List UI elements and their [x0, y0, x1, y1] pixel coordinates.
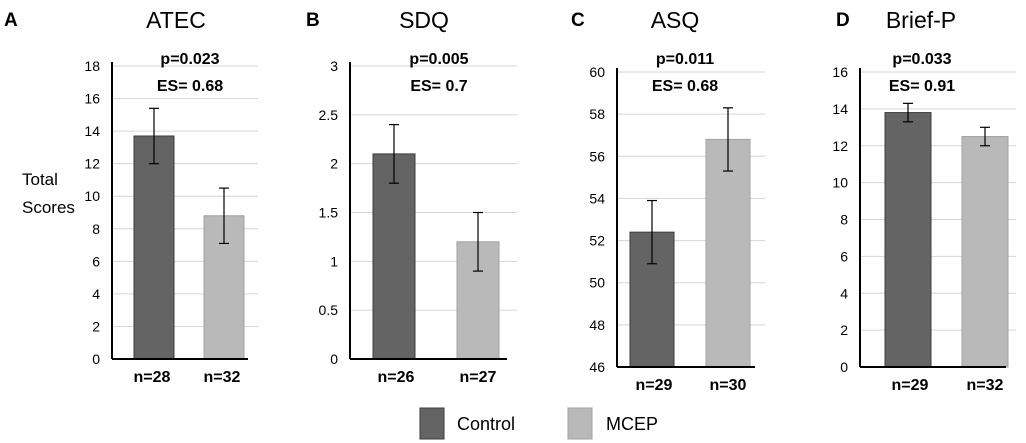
legend-item-control: Control: [419, 407, 515, 440]
y-tick-label: 46: [589, 359, 605, 375]
y-tick-label: 8: [92, 221, 100, 237]
effect-size-label: ES= 0.7: [410, 78, 467, 95]
y-tick-label: 1: [330, 253, 338, 269]
y-tick-label: 2: [330, 156, 338, 172]
legend-label: Control: [457, 414, 515, 434]
panel-title: ASQ: [651, 7, 700, 33]
y-tick-label: 16: [832, 64, 848, 80]
y-tick-label: 10: [832, 175, 848, 191]
bar-control: [133, 135, 175, 360]
panel-letter: B: [306, 10, 320, 31]
p-value-label: p=0.023: [160, 51, 219, 68]
y-tick-label: 8: [840, 212, 848, 228]
n-label: n=29: [636, 377, 673, 394]
error-bar-control: [903, 102, 913, 123]
panel-d: D Brief-P 0 2 4 6 8 10 12 14 16 n=29 n=32 p=0.033 ES= …: [832, 7, 1016, 394]
y-axis-label-line-1: Total: [22, 170, 58, 189]
error-bar-mcep: [219, 187, 229, 245]
panel-title: SDQ: [399, 7, 449, 33]
panel-letter: D: [836, 10, 850, 31]
y-tick-label: 12: [832, 138, 848, 154]
panel-title: Brief-P: [886, 7, 956, 33]
y-tick-label: 54: [589, 190, 605, 206]
error-bar-mcep: [473, 211, 483, 272]
error-bar-control: [149, 107, 159, 165]
y-tick-label: 56: [589, 148, 605, 164]
y-tick-label: 1.5: [319, 205, 339, 221]
legend: Control MCEP: [419, 407, 658, 440]
effect-size-label: ES= 0.68: [157, 78, 223, 95]
y-tick-label: 0: [330, 351, 338, 367]
n-label: n=28: [134, 369, 171, 386]
panel-title: ATEC: [146, 7, 206, 33]
y-tick-label: 2: [92, 318, 100, 334]
error-bar-control: [389, 123, 399, 184]
y-tick-label: 3: [330, 58, 338, 74]
y-tick-label: 6: [92, 253, 100, 269]
y-tick-label: 2: [840, 322, 848, 338]
y-tick-label: 6: [840, 248, 848, 264]
bar-control: [884, 112, 932, 368]
bar-mcep: [705, 138, 751, 368]
n-label: n=29: [892, 377, 929, 394]
error-bar-control: [647, 199, 657, 265]
panel-letter: C: [571, 10, 585, 31]
y-tick-label: 0.5: [319, 302, 339, 318]
legend-swatch: [419, 407, 445, 440]
y-tick-label: 10: [84, 188, 100, 204]
y-tick-label: 16: [84, 91, 100, 107]
error-bar-mcep: [723, 107, 733, 172]
legend-item-mcep: MCEP: [567, 407, 658, 440]
legend-label: MCEP: [606, 414, 658, 434]
y-tick-label: 14: [84, 123, 100, 139]
y-tick-label: 60: [589, 64, 605, 80]
error-bar-mcep: [980, 126, 990, 147]
p-value-label: p=0.005: [409, 51, 468, 68]
n-label: n=32: [967, 377, 1004, 394]
y-tick-label: 2.5: [319, 107, 339, 123]
y-tick-label: 0: [92, 351, 100, 367]
y-tick-label: 0: [840, 359, 848, 375]
effect-size-label: ES= 0.91: [889, 78, 955, 95]
y-tick-label: 50: [589, 275, 605, 291]
n-label: n=32: [204, 369, 241, 386]
panel-letter: A: [4, 10, 18, 31]
legend-swatch: [567, 407, 593, 440]
bar-control: [372, 153, 416, 360]
p-value-label: p=0.033: [892, 51, 951, 68]
panel-c: C ASQ 46 48 50 52 54 56 58 60 n=29 n=30 p=0.011 ES= 0…: [571, 7, 765, 394]
y-tick-label: 4: [92, 286, 100, 302]
n-label: n=27: [460, 369, 497, 386]
y-tick-label: 18: [84, 58, 100, 74]
y-tick-label: 52: [589, 233, 605, 249]
y-tick-label: 12: [84, 156, 100, 172]
panel-a: A ATEC 0 2 4 6 8 10 12 14 16 18 n=28 n=32 p=0.023 ES= 0…: [4, 7, 258, 386]
y-tick-label: 58: [589, 106, 605, 122]
bar-mcep: [961, 136, 1009, 368]
y-axis-label-line-2: Scores: [22, 198, 75, 217]
n-label: n=30: [710, 377, 747, 394]
y-tick-label: 14: [832, 101, 848, 117]
y-tick-label: 48: [589, 317, 605, 333]
panel-b: B SDQ 0 0.5 1 1.5 2 2.5 3 n=26 n=27 p=0.005 ES= 0.7: [306, 7, 517, 386]
y-tick-label: 4: [840, 285, 848, 301]
n-label: n=26: [378, 369, 415, 386]
p-value-label: p=0.011: [656, 51, 714, 68]
effect-size-label: ES= 0.68: [652, 78, 718, 95]
